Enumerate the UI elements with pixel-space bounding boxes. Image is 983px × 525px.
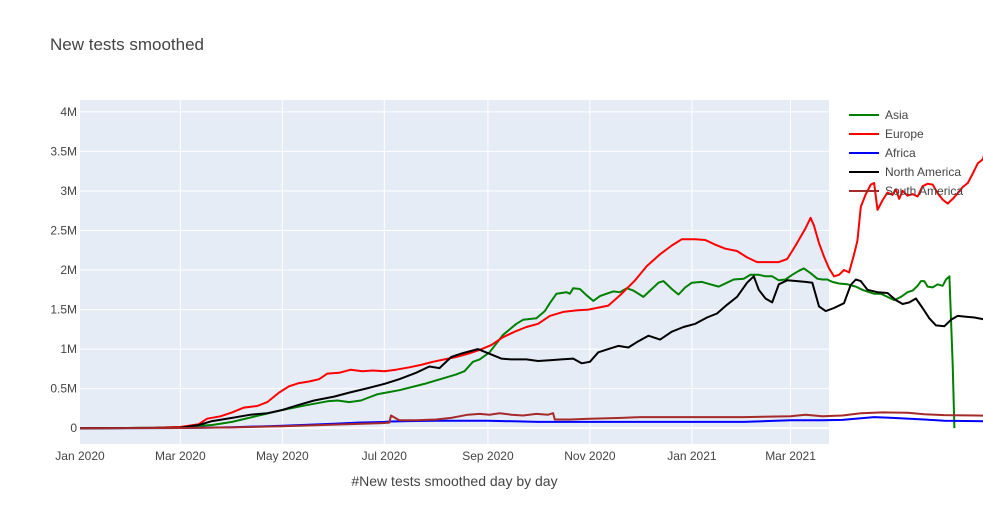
x-tick-label: Mar 2020 xyxy=(155,449,206,463)
legend-item-africa[interactable]: Africa xyxy=(849,146,916,160)
series-layer xyxy=(79,117,983,430)
y-tick-label: 2M xyxy=(60,263,77,277)
legend-label: South America xyxy=(885,184,963,198)
y-tick-label: 1M xyxy=(60,342,77,356)
x-tick-label: Sep 2020 xyxy=(462,449,514,463)
legend-label: Africa xyxy=(885,146,916,160)
legend-label: Asia xyxy=(885,108,909,122)
legend-label: Europe xyxy=(885,127,924,141)
series-line-asia[interactable] xyxy=(79,267,956,430)
x-tick-label: Mar 2021 xyxy=(765,449,816,463)
x-tick-label: May 2020 xyxy=(256,449,309,463)
series-line-north-america[interactable] xyxy=(79,275,983,430)
y-tick-labels: 0 0.5M 1M 1.5M 2M 2.5M 3M 3.5M 4M xyxy=(50,105,77,435)
y-tick-label: 2.5M xyxy=(50,223,77,237)
series-line-south-america[interactable] xyxy=(79,411,983,430)
legend-item-europe[interactable]: Europe xyxy=(849,127,924,141)
y-tick-label: 0.5M xyxy=(50,382,77,396)
y-tick-label: 4M xyxy=(60,105,77,119)
chart-title: New tests smoothed xyxy=(50,35,204,54)
y-tick-label: 0 xyxy=(70,421,77,435)
legend-item-north-america[interactable]: North America xyxy=(849,165,961,179)
x-tick-label: Nov 2020 xyxy=(564,449,616,463)
legend: Asia Europe Africa North America South Ameri… xyxy=(849,108,963,198)
legend-label: North America xyxy=(885,165,961,179)
plot-area[interactable] xyxy=(80,100,829,444)
series-line-africa[interactable] xyxy=(79,416,983,430)
x-tick-label: Jan 2021 xyxy=(667,449,717,463)
legend-item-south-america[interactable]: South America xyxy=(849,184,963,198)
legend-item-asia[interactable]: Asia xyxy=(849,108,909,122)
series-line-europe[interactable] xyxy=(79,117,983,430)
x-tick-label: Jul 2020 xyxy=(362,449,408,463)
x-tick-labels: Jan 2020 Mar 2020 May 2020 Jul 2020 Sep 2020… xyxy=(55,449,816,463)
y-tick-label: 1.5M xyxy=(50,303,77,317)
y-tick-label: 3M xyxy=(60,184,77,198)
x-tick-label: Jan 2020 xyxy=(55,449,105,463)
y-tick-label: 3.5M xyxy=(50,144,77,158)
x-axis-label: #New tests smoothed day by day xyxy=(351,473,557,489)
